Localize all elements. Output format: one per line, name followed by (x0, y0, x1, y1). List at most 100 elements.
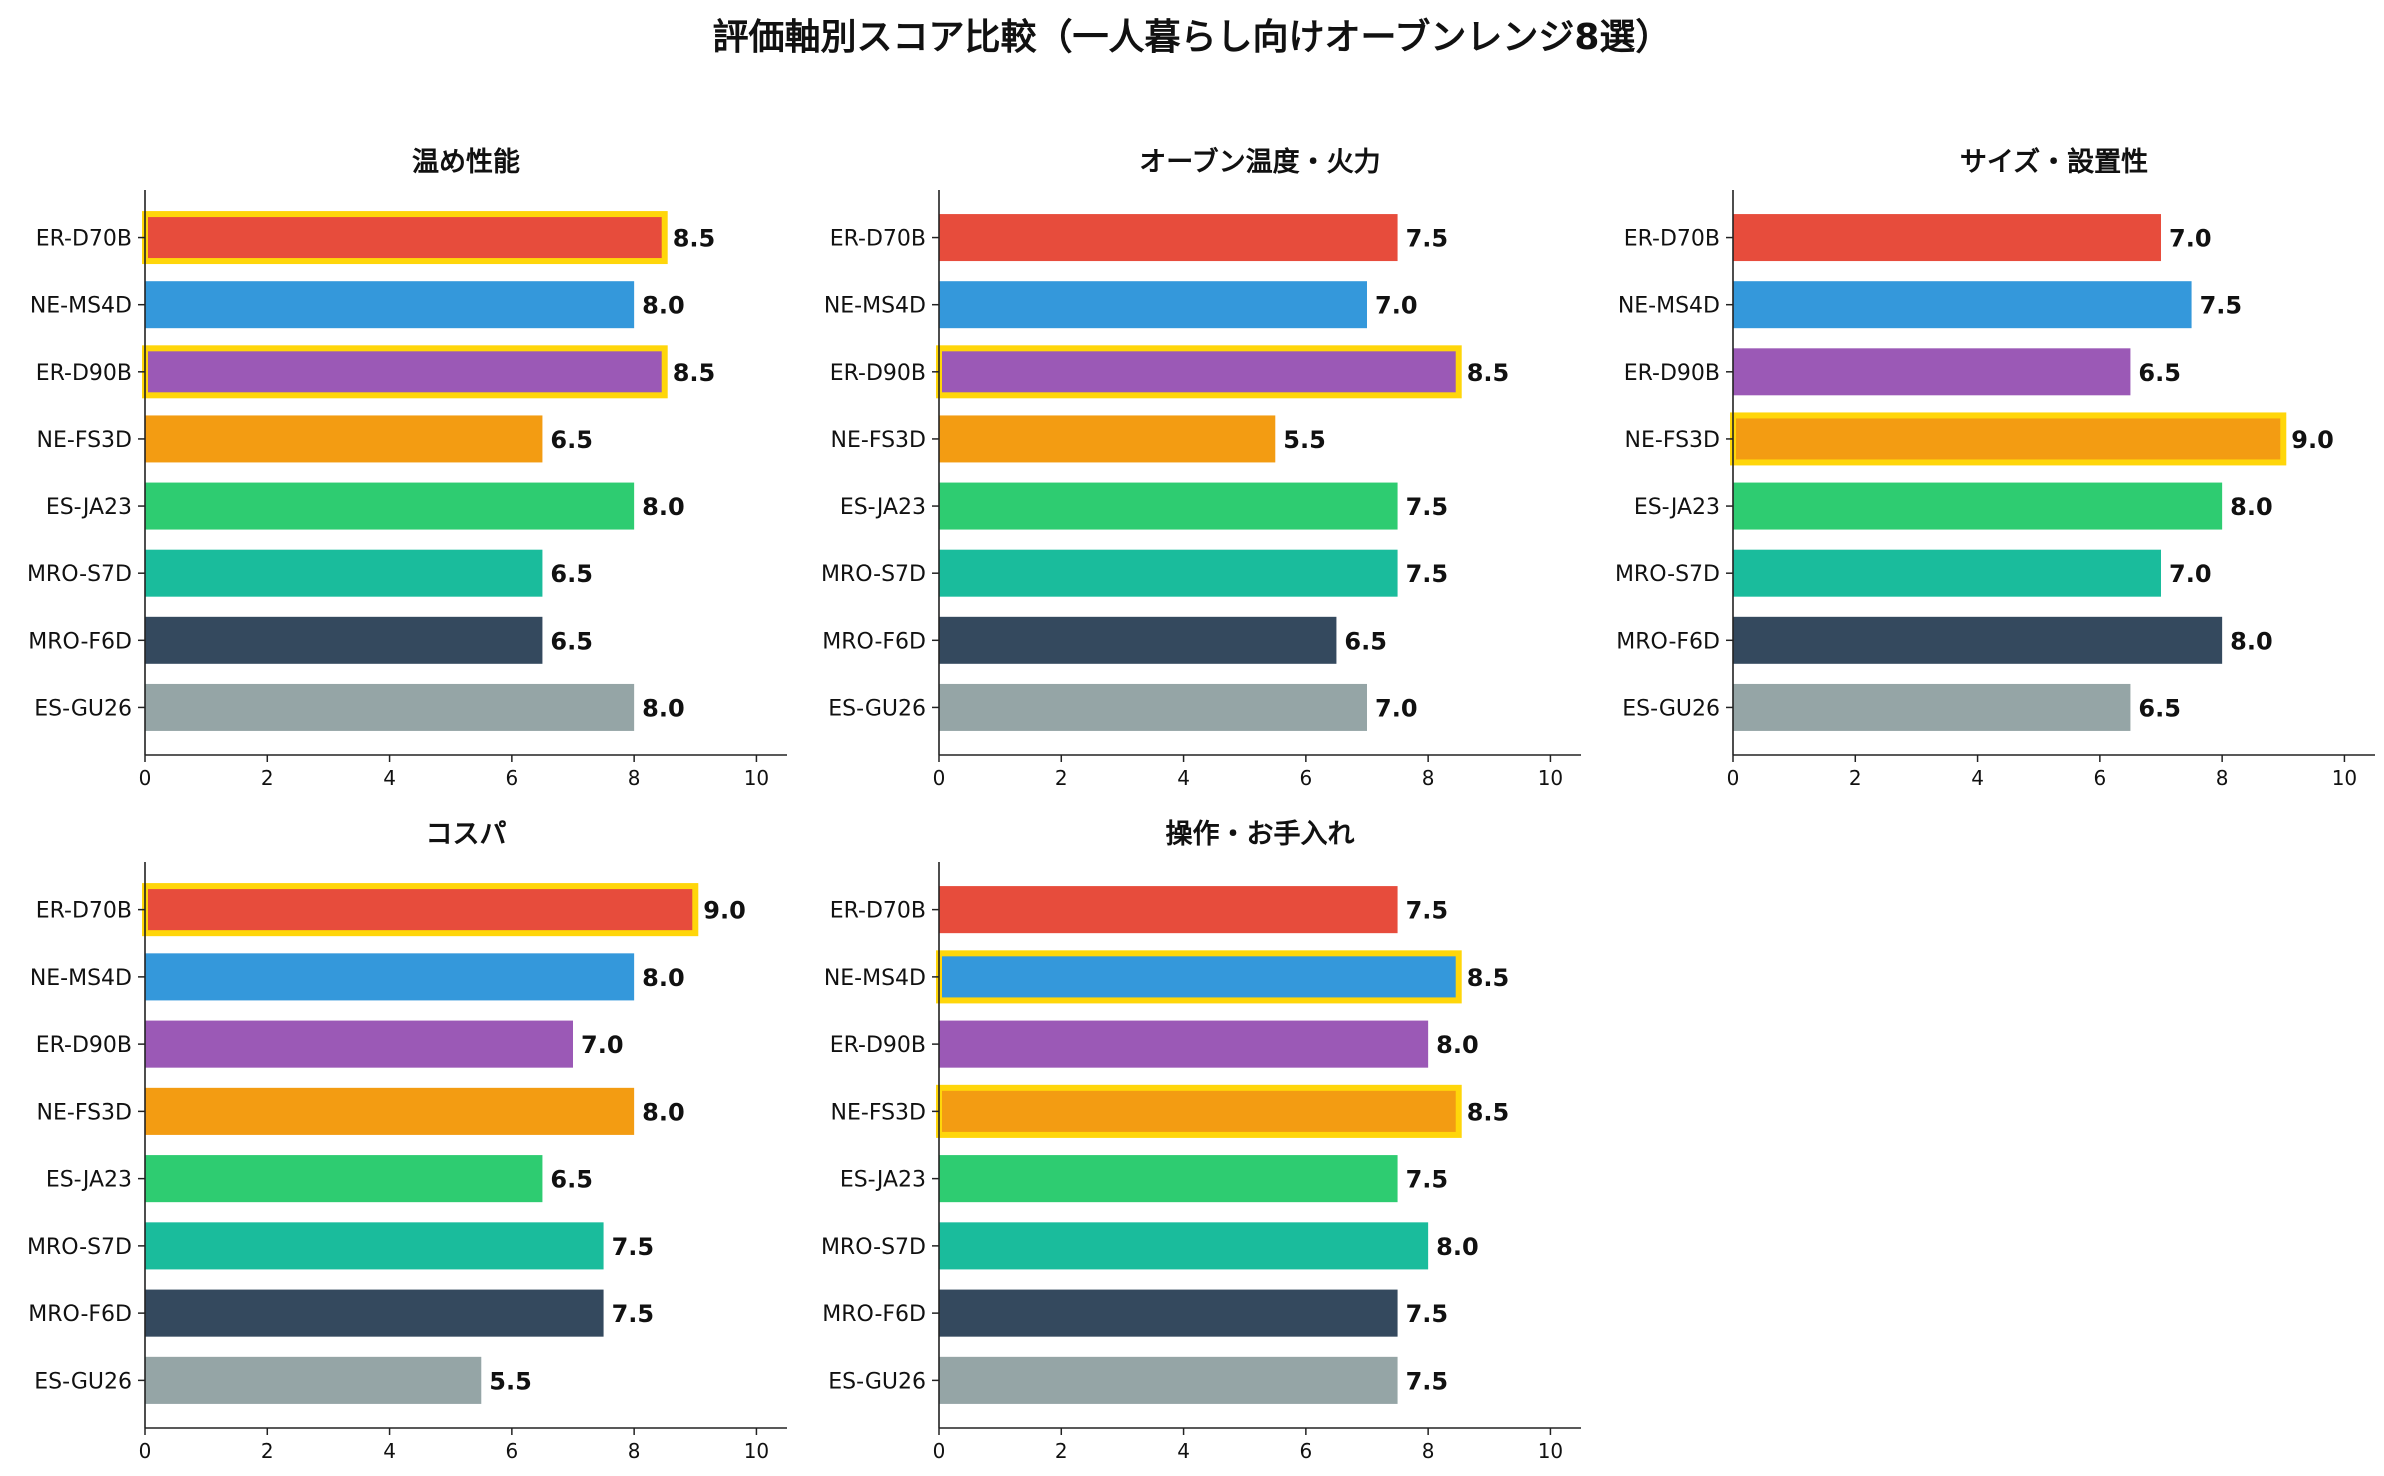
category-label: NE-FS3D (37, 428, 132, 453)
category-label: MRO-F6D (28, 629, 132, 654)
bar (1733, 549, 2161, 597)
value-label: 8.5 (673, 225, 716, 253)
value-label: 7.5 (1406, 225, 1449, 253)
value-label: 7.5 (612, 1233, 655, 1261)
bar (142, 345, 668, 399)
bar (936, 1084, 1462, 1138)
category-label: ES-GU26 (1622, 696, 1720, 721)
x-tick-label: 8 (1422, 766, 1435, 790)
category-label: ES-JA23 (46, 1168, 132, 1193)
value-label: 5.5 (1283, 426, 1326, 454)
value-label: 7.5 (1406, 493, 1449, 521)
bar (142, 211, 668, 265)
bar (145, 281, 635, 329)
x-tick-label: 6 (2093, 766, 2106, 790)
value-label: 8.0 (642, 493, 685, 521)
category-label: MRO-F6D (1616, 629, 1720, 654)
bar (142, 883, 699, 937)
bar (1733, 348, 2131, 396)
bar (145, 1087, 635, 1135)
value-label: 8.0 (642, 694, 685, 722)
x-tick-label: 0 (139, 1439, 152, 1463)
value-label: 6.5 (550, 1166, 593, 1194)
bar (939, 1020, 1429, 1068)
category-label: MRO-F6D (28, 1302, 132, 1327)
x-tick-label: 6 (1299, 1439, 1312, 1463)
value-label: 8.0 (1436, 1233, 1479, 1261)
bar (1733, 482, 2223, 530)
category-label: ES-JA23 (840, 1168, 926, 1193)
x-tick-label: 8 (1422, 1439, 1435, 1463)
value-label: 8.0 (642, 964, 685, 992)
value-label: 7.0 (1375, 292, 1418, 320)
chart-title: サイズ・設置性 (1960, 146, 2148, 178)
x-tick-label: 0 (1727, 766, 1740, 790)
category-label: ER-D70B (36, 227, 132, 252)
bar (939, 281, 1367, 329)
x-tick-label: 4 (1177, 766, 1190, 790)
bar (939, 214, 1398, 262)
value-label: 7.5 (1406, 560, 1449, 588)
value-label: 8.5 (1467, 1098, 1510, 1126)
category-label: NE-FS3D (37, 1100, 132, 1125)
chart-title: 温め性能 (412, 146, 520, 178)
bar (145, 549, 543, 597)
category-label: NE-MS4D (30, 966, 132, 991)
x-tick-label: 4 (383, 1439, 396, 1463)
category-label: NE-MS4D (824, 294, 926, 319)
x-tick-label: 8 (628, 1439, 641, 1463)
value-label: 8.0 (2230, 493, 2273, 521)
value-label: 7.0 (2169, 225, 2212, 253)
category-label: NE-FS3D (831, 428, 926, 453)
category-label: ES-GU26 (828, 1369, 926, 1394)
x-tick-label: 10 (2332, 766, 2357, 790)
bar (939, 1289, 1398, 1337)
x-tick-label: 0 (933, 1439, 946, 1463)
value-label: 8.5 (1467, 964, 1510, 992)
bar (939, 1155, 1398, 1203)
bar (939, 1356, 1398, 1404)
x-tick-label: 2 (1055, 766, 1068, 790)
category-label: ER-D90B (830, 1033, 926, 1058)
value-label: 7.0 (1375, 694, 1418, 722)
category-label: ER-D90B (1624, 361, 1720, 386)
value-label: 7.5 (1406, 897, 1449, 925)
bar (939, 683, 1367, 731)
x-tick-label: 6 (505, 766, 518, 790)
value-label: 6.5 (2138, 694, 2181, 722)
bar (1730, 412, 2287, 466)
value-label: 8.0 (642, 1098, 685, 1126)
value-label: 6.5 (1344, 627, 1387, 655)
category-label: ES-GU26 (34, 1369, 132, 1394)
chart-title: コスパ (426, 819, 507, 850)
value-label: 8.5 (673, 359, 716, 387)
x-tick-label: 2 (1055, 1439, 1068, 1463)
category-label: NE-MS4D (1618, 294, 1720, 319)
x-tick-label: 10 (744, 766, 769, 790)
x-tick-label: 2 (261, 1439, 274, 1463)
category-label: ES-JA23 (46, 495, 132, 520)
category-label: ES-JA23 (840, 495, 926, 520)
value-label: 6.5 (550, 426, 593, 454)
category-label: ER-D70B (830, 227, 926, 252)
bar (145, 482, 635, 530)
category-label: MRO-S7D (1615, 562, 1720, 587)
value-label: 6.5 (2138, 359, 2181, 387)
bar (939, 1222, 1429, 1270)
bar (936, 950, 1462, 1004)
value-label: 7.5 (612, 1300, 655, 1328)
x-tick-label: 8 (628, 766, 641, 790)
category-label: MRO-S7D (821, 1235, 926, 1260)
x-tick-label: 10 (1538, 1439, 1563, 1463)
figure-title: 評価軸別スコア比較（一人暮らし向けオーブンレンジ8選） (712, 17, 1672, 58)
x-tick-label: 6 (505, 1439, 518, 1463)
bar (145, 683, 635, 731)
x-tick-label: 0 (933, 766, 946, 790)
value-label: 7.0 (581, 1031, 624, 1059)
category-label: ER-D70B (830, 899, 926, 924)
bar (1733, 281, 2192, 329)
value-label: 5.5 (489, 1367, 532, 1395)
bar (145, 1222, 604, 1270)
category-label: NE-MS4D (30, 294, 132, 319)
